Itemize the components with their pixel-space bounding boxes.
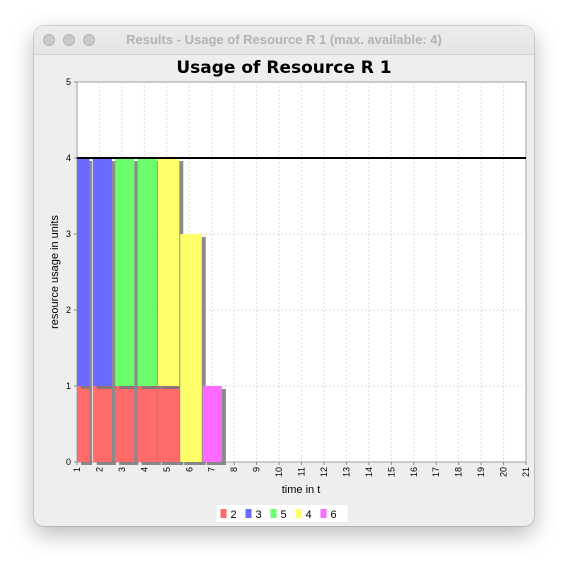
x-tick-label: 21 (521, 467, 531, 477)
legend-label-5: 5 (281, 509, 287, 521)
bar-series-4 (157, 158, 180, 386)
x-tick-label: 17 (431, 467, 441, 477)
x-tick-label: 2 (94, 467, 104, 472)
legend-swatch-6 (320, 509, 327, 518)
usage-chart: Usage of Resource R 1 1 2 3 4 5 6 7 8 9 10 11 12 13 1… (49, 58, 531, 522)
x-axis-label: time in t (282, 484, 321, 496)
bar-series-2 (77, 386, 90, 462)
y-tick-label: 2 (66, 305, 71, 315)
bar-series-2 (137, 386, 157, 462)
bar-series-2 (92, 386, 112, 462)
x-tick-label: 1 (72, 467, 82, 472)
x-tick-label: 16 (409, 467, 419, 477)
minimize-window-icon[interactable] (63, 34, 75, 46)
x-tick-label: 5 (162, 467, 172, 472)
legend-label-3: 3 (256, 509, 262, 521)
bar-series-5 (137, 158, 157, 386)
legend-swatch-4 (295, 509, 302, 518)
x-tick-label: 14 (364, 467, 374, 477)
legend-swatch-3 (245, 509, 252, 518)
x-tick-label: 11 (297, 467, 307, 476)
x-tick-label: 8 (229, 467, 239, 472)
bar-series-3 (77, 158, 90, 386)
close-window-icon[interactable] (43, 34, 55, 46)
title-bar[interactable]: Results - Usage of Resource R 1 (max. av… (34, 26, 534, 55)
window-title: Results - Usage of Resource R 1 (max. av… (126, 32, 442, 47)
bar-series-5 (115, 158, 135, 386)
x-tick-label: 4 (139, 467, 149, 472)
x-tick-label: 6 (184, 467, 194, 472)
legend-swatch-2 (220, 509, 227, 518)
y-tick-label: 5 (66, 77, 71, 87)
x-tick-label: 10 (274, 467, 284, 477)
chart-title: Usage of Resource R 1 (176, 58, 391, 78)
legend-label-2: 2 (231, 509, 237, 521)
y-tick-label: 1 (66, 381, 71, 391)
legend-label-4: 4 (306, 509, 312, 521)
bar-series-2 (157, 386, 180, 462)
y-tick-label: 0 (66, 457, 71, 467)
x-tick-label: 9 (252, 467, 262, 472)
results-window: Results - Usage of Resource R 1 (max. av… (34, 26, 534, 526)
x-tick-label: 12 (319, 467, 329, 477)
bar-series-3 (92, 158, 112, 386)
x-tick-label: 3 (117, 467, 127, 472)
y-tick-label: 3 (66, 229, 71, 239)
x-tick-label: 7 (207, 467, 217, 472)
y-axis-label: resource usage in units (49, 215, 61, 329)
legend: 2 3 5 4 6 (216, 505, 348, 522)
x-tick-label: 19 (476, 467, 486, 477)
x-tick-label: 20 (499, 467, 509, 477)
zoom-window-icon[interactable] (83, 34, 95, 46)
bar-series-2 (115, 386, 135, 462)
bar-series-4 (180, 234, 202, 462)
legend-label-6: 6 (331, 509, 337, 521)
y-tick-label: 4 (66, 153, 71, 163)
x-tick-label: 13 (341, 467, 351, 477)
legend-swatch-5 (270, 509, 277, 518)
x-tick-label: 15 (386, 467, 396, 477)
x-tick-label: 18 (454, 467, 464, 477)
bar-series-6 (202, 386, 222, 462)
